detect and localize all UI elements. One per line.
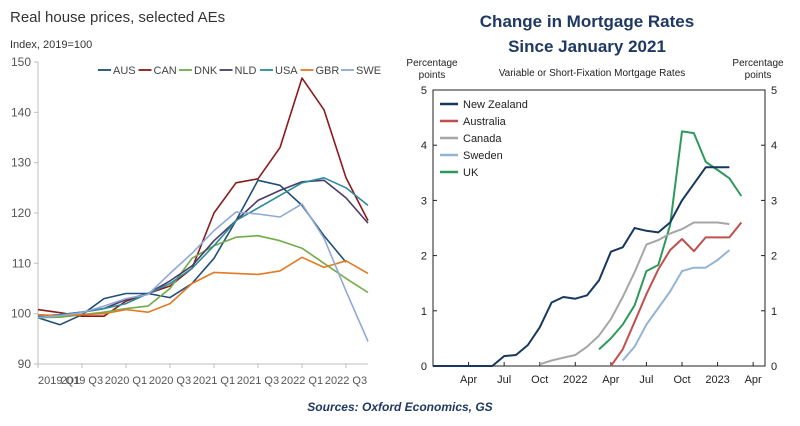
series-line-dnk bbox=[37, 234, 369, 319]
y-tick-label-left: 1 bbox=[421, 306, 427, 318]
y-tick-label-left: 4 bbox=[421, 140, 427, 152]
legend: New Zealand Australia Canada Sweden UK bbox=[440, 99, 528, 179]
x-tick-label: 2020 Q1 bbox=[105, 375, 147, 387]
y-tick-label: 90 bbox=[18, 357, 32, 371]
chart-subtitle: Since January 2021 bbox=[508, 37, 666, 56]
x-tick-label: 2023 bbox=[705, 374, 729, 386]
plot-frame bbox=[432, 89, 766, 367]
y-tick-label-right: 2 bbox=[771, 251, 777, 263]
legend-label-aus: AUS bbox=[113, 65, 136, 77]
x-tick-label: Apr bbox=[460, 374, 477, 386]
y-tick-label: 130 bbox=[11, 156, 31, 170]
series-lines bbox=[37, 77, 369, 342]
y-tick-label-right: 5 bbox=[771, 85, 777, 97]
legend-label-dnk: DNK bbox=[194, 65, 218, 77]
x-tick-label: 2019 Q1 bbox=[38, 375, 80, 387]
chart-title: Change in Mortgage Rates bbox=[480, 12, 694, 31]
y-axis-label: Index, 2019=100 bbox=[10, 39, 92, 51]
x-tick-label: Jul bbox=[497, 374, 511, 386]
legend-label-can: CAN bbox=[154, 65, 177, 77]
x-tick-label: 2022 Q1 bbox=[281, 375, 323, 387]
y-tick-label: 150 bbox=[11, 55, 31, 69]
y-axis-label-line: Percentage bbox=[406, 58, 458, 69]
y-tick-label-left: 3 bbox=[421, 195, 427, 207]
y-tick-label-left: 2 bbox=[421, 251, 427, 263]
legend-label-canada: Canada bbox=[463, 133, 502, 145]
series-line-new-zealand bbox=[433, 166, 730, 367]
series-line-canada bbox=[539, 221, 730, 366]
y-tick-label: 100 bbox=[11, 307, 31, 321]
series-line-uk bbox=[598, 130, 743, 351]
legend-label-swe: SWE bbox=[356, 65, 381, 77]
x-tick-label: Jul bbox=[639, 374, 653, 386]
y-tick-label: 140 bbox=[11, 105, 31, 119]
series-line-swe bbox=[37, 203, 369, 342]
series-line-australia bbox=[610, 221, 743, 367]
x-tick-label: Apr bbox=[602, 374, 619, 386]
legend-label-new-zealand: New Zealand bbox=[463, 99, 528, 111]
x-tick-label: Oct bbox=[673, 374, 690, 386]
series-lines bbox=[433, 130, 743, 367]
y-tick-label-right: 0 bbox=[771, 361, 777, 373]
x-tick-label: 2020 Q3 bbox=[149, 375, 191, 387]
x-tick-label: Apr bbox=[745, 374, 762, 386]
series-line-sweden bbox=[621, 249, 731, 362]
legend-label-australia: Australia bbox=[463, 116, 507, 128]
y-grid-and-ticks: 90 100 110 120 130 140 150 bbox=[11, 55, 368, 371]
legend-label-sweden: Sweden bbox=[463, 150, 503, 162]
x-tick-label: 2019 Q3 bbox=[61, 375, 103, 387]
legend-label-nld: NLD bbox=[235, 65, 257, 77]
y-tick-label: 120 bbox=[11, 206, 31, 220]
legend: AUS CAN DNK NLD USA GBR SWE bbox=[98, 65, 381, 77]
series-line-can bbox=[37, 77, 369, 318]
inner-title: Variable or Short-Fixation Mortgage Rate… bbox=[499, 68, 686, 79]
y-axis-label-line: Percentage bbox=[732, 58, 784, 69]
y-tick-label-left: 5 bbox=[421, 85, 427, 97]
y-tick-label-right: 1 bbox=[771, 306, 777, 318]
source-caption: Sources: Oxford Economics, GS bbox=[307, 400, 493, 414]
axis-ticks: 0 0 1 1 2 2 3 3 4 4 5 5 Apr Jul Oct 2022 Apr Jul Oct 2023 Ap… bbox=[421, 85, 777, 386]
legend-label-usa: USA bbox=[275, 65, 298, 77]
chart-title: Real house prices, selected AEs bbox=[10, 9, 225, 26]
x-tick-label: 2021 Q1 bbox=[193, 375, 235, 387]
x-tick-label: 2022 bbox=[563, 374, 587, 386]
legend-label-uk: UK bbox=[463, 167, 479, 179]
y-axis-label-line: points bbox=[745, 70, 772, 81]
y-tick-label-right: 3 bbox=[771, 195, 777, 207]
series-line-gbr bbox=[37, 256, 369, 317]
y-tick-label-left: 0 bbox=[421, 361, 427, 373]
legend-label-gbr: GBR bbox=[316, 65, 340, 77]
series-line-usa bbox=[37, 177, 369, 317]
x-tick-label: 2021 Q3 bbox=[237, 375, 279, 387]
x-tick-label: Oct bbox=[531, 374, 548, 386]
mortgage-rates-chart: Change in Mortgage Rates Since January 2… bbox=[406, 12, 784, 386]
x-tick-label: 2022 Q3 bbox=[325, 375, 367, 387]
series-line-nld bbox=[37, 179, 369, 317]
house-prices-chart: Real house prices, selected AEs Index, 2… bbox=[10, 9, 381, 387]
y-tick-label-right: 4 bbox=[771, 140, 777, 152]
y-tick-label: 110 bbox=[12, 256, 31, 270]
y-axis-label-line: points bbox=[419, 70, 446, 81]
